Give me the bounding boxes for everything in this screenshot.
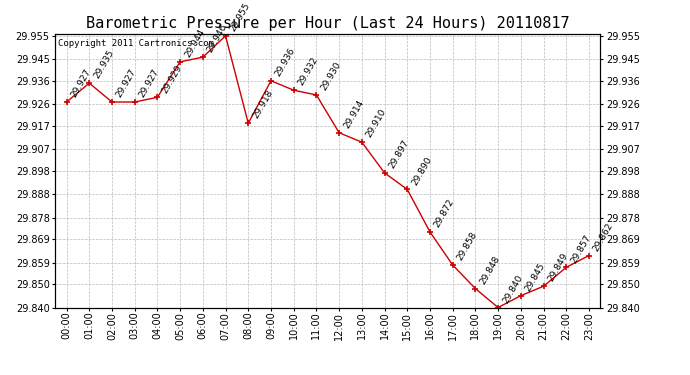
- Text: 29.872: 29.872: [433, 198, 456, 229]
- Text: 29.840: 29.840: [501, 273, 524, 305]
- Text: 29.935: 29.935: [92, 48, 116, 80]
- Text: 29.927: 29.927: [115, 68, 138, 99]
- Text: 29.946: 29.946: [206, 22, 229, 54]
- Text: 29.849: 29.849: [546, 252, 570, 284]
- Text: 29.890: 29.890: [410, 155, 433, 187]
- Text: 29.857: 29.857: [569, 233, 593, 265]
- Text: 29.848: 29.848: [478, 254, 502, 286]
- Text: 29.914: 29.914: [342, 98, 366, 130]
- Text: 29.944: 29.944: [183, 27, 206, 59]
- Text: 29.862: 29.862: [592, 221, 615, 253]
- Text: 29.897: 29.897: [387, 138, 411, 170]
- Text: 29.858: 29.858: [455, 230, 479, 262]
- Title: Barometric Pressure per Hour (Last 24 Hours) 20110817: Barometric Pressure per Hour (Last 24 Ho…: [86, 16, 569, 31]
- Text: 29.918: 29.918: [251, 89, 275, 120]
- Text: 29.930: 29.930: [319, 60, 343, 92]
- Text: 29.929: 29.929: [160, 63, 184, 94]
- Text: 29.927: 29.927: [137, 68, 161, 99]
- Text: 29.927: 29.927: [69, 68, 93, 99]
- Text: 29.936: 29.936: [274, 46, 297, 78]
- Text: Copyright 2011 Cartronics.com: Copyright 2011 Cartronics.com: [58, 39, 214, 48]
- Text: 29.845: 29.845: [524, 261, 547, 293]
- Text: 29.932: 29.932: [297, 56, 320, 87]
- Text: 29.910: 29.910: [364, 108, 388, 140]
- Text: 29.955: 29.955: [228, 2, 252, 33]
